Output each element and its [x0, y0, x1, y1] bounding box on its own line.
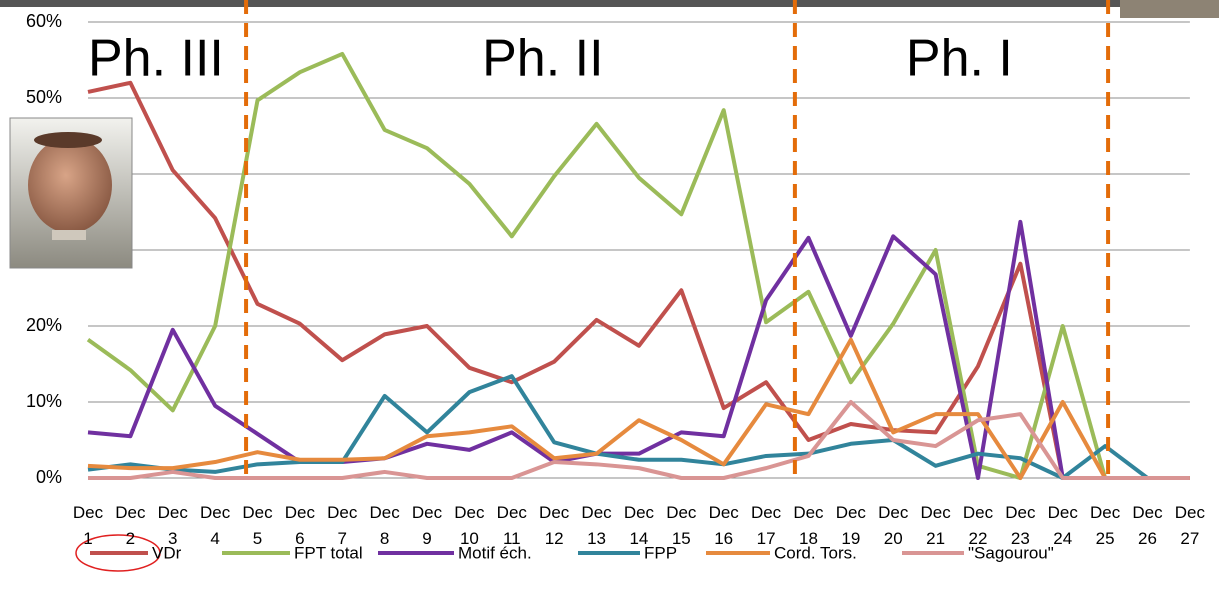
x-tick-label: Dec 1 [72, 500, 104, 552]
phase-label: Ph. II [482, 30, 603, 88]
x-tick-label: Dec 3 [157, 500, 189, 552]
x-tick-label: Dec 23 [1004, 500, 1036, 552]
top-strip [0, 0, 1219, 7]
series-line [88, 222, 1190, 478]
pot-image [10, 118, 132, 268]
x-tick-label: Dec 18 [792, 500, 824, 552]
x-tick-label: Dec 14 [623, 500, 655, 552]
x-tick-label: Dec 6 [284, 500, 316, 552]
x-tick-label: Dec 22 [962, 500, 994, 552]
x-tick-label: Dec 11 [496, 500, 528, 552]
top-photo [1120, 0, 1219, 18]
x-tick-label: Dec 5 [242, 500, 274, 552]
x-tick-label: Dec 24 [1047, 500, 1079, 552]
x-tick-label: Dec 12 [538, 500, 570, 552]
x-tick-label: Dec 25 [1089, 500, 1121, 552]
x-tick-label: Dec 26 [1132, 500, 1164, 552]
x-tick-label: Dec 21 [920, 500, 952, 552]
x-tick-label: Dec 2 [114, 500, 146, 552]
x-tick-label: Dec 8 [369, 500, 401, 552]
series-line [88, 54, 1190, 478]
x-tick-label: Dec 13 [581, 500, 613, 552]
y-tick-label: 20% [26, 315, 62, 335]
x-tick-label: Dec 7 [326, 500, 358, 552]
phase-label: Ph. I [906, 30, 1013, 88]
x-tick-label: Dec 17 [750, 500, 782, 552]
y-tick-label: 0% [36, 467, 62, 487]
y-tick-label: 60% [26, 11, 62, 31]
y-tick-label: 10% [26, 391, 62, 411]
x-tick-label: Dec 4 [199, 500, 231, 552]
y-tick-label: 50% [26, 87, 62, 107]
x-tick-label: Dec 19 [835, 500, 867, 552]
x-tick-label: Dec 15 [665, 500, 697, 552]
chart: 0%10%20%30%40%50%60% Ph. IIIPh. IIPh. I … [0, 0, 1219, 598]
x-tick-label: Dec 9 [411, 500, 443, 552]
x-tick-label: Dec 20 [877, 500, 909, 552]
x-tick-label: Dec 10 [453, 500, 485, 552]
x-tick-label: Dec 16 [708, 500, 740, 552]
phase-label: Ph. III [88, 30, 224, 88]
x-tick-label: Dec 27 [1174, 500, 1206, 552]
